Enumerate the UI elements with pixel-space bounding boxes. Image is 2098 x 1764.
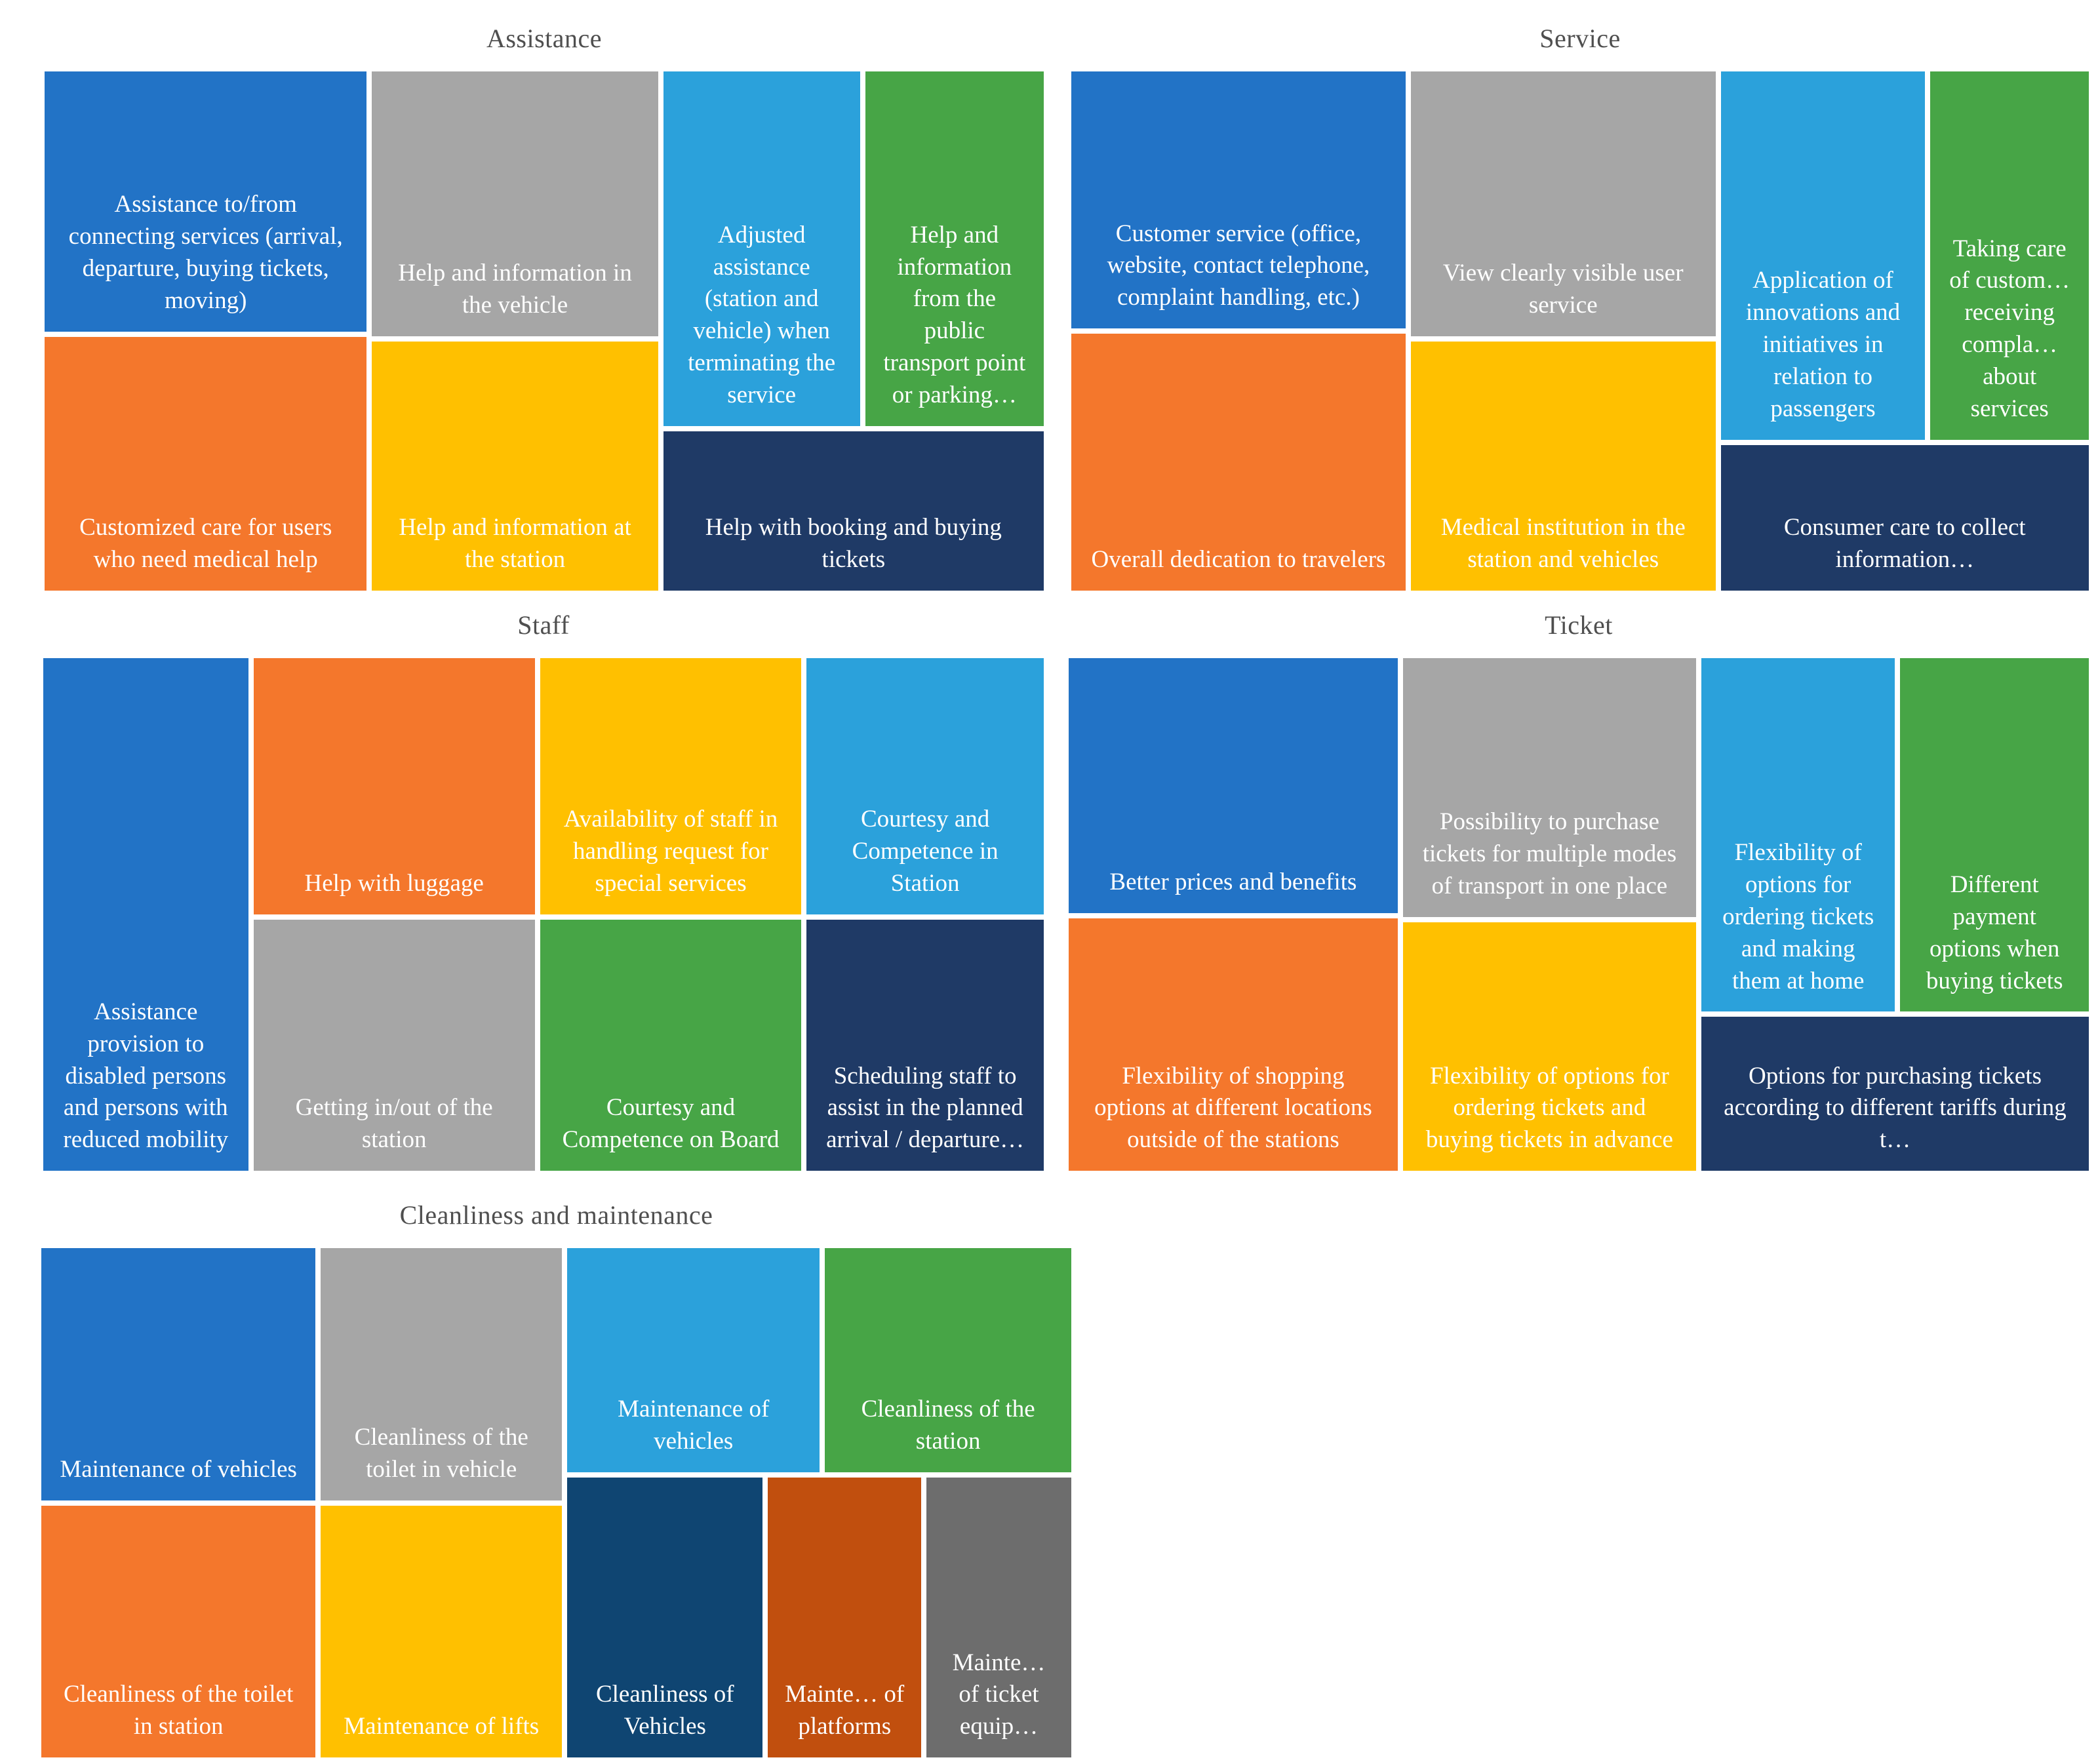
- treemap-tile: Scheduling staff to assist in the planne…: [804, 916, 1046, 1173]
- treemap-cleanliness-and-maintenance: Cleanliness and maintenance Maintenance …: [39, 1201, 1074, 1760]
- treemap-tile: Better prices and benefits: [1066, 656, 1400, 916]
- treemap-tile: Options for purchasing tickets according…: [1698, 1014, 2091, 1173]
- tile-label: Help and information from the public tra…: [883, 221, 1026, 408]
- tile-label: Mainte… of ticket equip…: [952, 1649, 1046, 1740]
- tile-label: Flexibility of options for ordering tick…: [1722, 839, 1874, 994]
- tile-label: Medical institution in the station and v…: [1440, 514, 1686, 574]
- tile-label: Overall dedication to travelers: [1091, 546, 1386, 574]
- treemap-tile: Overall dedication to travelers: [1069, 331, 1408, 593]
- tile-label: Application of innovations and initiativ…: [1745, 267, 1901, 422]
- treemap-tile: Maintenance of vehicles: [564, 1245, 823, 1476]
- tile-label: Cleanliness of the station: [861, 1396, 1035, 1455]
- treemap-tile: Adjusted assistance (station and vehicle…: [660, 69, 863, 429]
- treemap-staff: Staff Assistance provision to disabled p…: [41, 611, 1046, 1173]
- tile-label: Taking care of custom… receiving compla……: [1949, 235, 2070, 422]
- tile-label: Better prices and benefits: [1109, 868, 1357, 895]
- treemap-tile: View clearly visible user service: [1408, 69, 1718, 339]
- tile-label: Assistance provision to disabled persons…: [63, 998, 229, 1154]
- tile-label: Help and information at the station: [399, 514, 631, 574]
- tile-label: Help and information in the vehicle: [398, 260, 632, 319]
- tile-label: Cleanliness of Vehicles: [595, 1681, 734, 1740]
- treemap-service: Service Customer service (office, websit…: [1069, 24, 2091, 593]
- treemap-tile: Flexibility of options for ordering tick…: [1698, 656, 1898, 1015]
- treemap-tile: Cleanliness of the station: [822, 1245, 1074, 1476]
- tile-label: Assistance to/from connecting services (…: [68, 191, 343, 314]
- tile-label: Consumer care to collect information…: [1783, 514, 2026, 574]
- treemap-tile: Consumer care to collect information…: [1718, 442, 2091, 593]
- treemap-tile: Different payment options when buying ti…: [1897, 656, 2091, 1015]
- tile-label: Courtesy and Competence on Board: [562, 1094, 780, 1154]
- treemap-tiles: Assistance to/from connecting services (…: [42, 69, 1046, 593]
- treemap-tile: Customer service (office, website, conta…: [1069, 69, 1408, 331]
- treemap-tile: Courtesy and Competence on Board: [537, 916, 804, 1173]
- treemap-tile: Help and information from the public tra…: [862, 69, 1046, 429]
- treemap-tile: Mainte… of ticket equip…: [924, 1475, 1074, 1760]
- tile-label: Availability of staff in handling reques…: [563, 806, 778, 897]
- treemap-tile: Cleanliness of the toilet in station: [39, 1502, 319, 1760]
- treemap-tile: Cleanliness of the toilet in vehicle: [318, 1245, 565, 1503]
- tile-label: Flexibility of options for ordering tick…: [1425, 1062, 1673, 1154]
- tile-label: Cleanliness of the toilet in vehicle: [354, 1423, 528, 1483]
- treemap-tiles: Assistance provision to disabled persons…: [41, 656, 1046, 1173]
- treemap-tile: Availability of staff in handling reques…: [537, 656, 804, 917]
- treemap-tile: Flexibility of shopping options at diffe…: [1066, 915, 1400, 1173]
- tile-label: Customized care for users who need medic…: [79, 514, 332, 574]
- treemap-tile: Getting in/out of the station: [250, 916, 538, 1173]
- treemap-tile: Taking care of custom… receiving compla……: [1928, 69, 2091, 442]
- treemap-tile: Maintenance of vehicles: [39, 1245, 319, 1503]
- treemap-tile: Help and information at the station: [369, 339, 661, 593]
- tile-label: Flexibility of shopping options at diffe…: [1094, 1062, 1372, 1154]
- tile-label: Scheduling staff to assist in the planne…: [826, 1062, 1025, 1154]
- tile-label: Maintenance of lifts: [344, 1713, 540, 1740]
- treemap-tiles: Maintenance of vehicles Cleanliness of t…: [39, 1245, 1074, 1760]
- tile-label: Different payment options when buying ti…: [1926, 871, 2063, 994]
- chart-title: Service: [1539, 24, 1621, 53]
- treemap-tile: Maintenance of lifts: [318, 1502, 565, 1760]
- treemap-tiles: Better prices and benefits Flexibility o…: [1066, 656, 2091, 1173]
- tile-label: Getting in/out of the station: [295, 1094, 493, 1154]
- treemap-tile: Courtesy and Competence in Station: [804, 656, 1046, 917]
- treemap-tile: Assistance to/from connecting services (…: [42, 69, 370, 334]
- treemap-tile: Cleanliness of Vehicles: [564, 1475, 766, 1760]
- treemap-tile: Possibility to purchase tickets for mult…: [1400, 656, 1699, 920]
- chart-title: Assistance: [486, 24, 603, 53]
- tile-label: Cleanliness of the toilet in station: [63, 1681, 294, 1740]
- tile-label: Customer service (office, website, conta…: [1107, 220, 1370, 311]
- tile-label: Maintenance of vehicles: [60, 1455, 297, 1483]
- treemap-tile: Help and information in the vehicle: [369, 69, 661, 339]
- treemap-tile: Medical institution in the station and v…: [1408, 339, 1718, 593]
- tile-label: Maintenance of vehicles: [618, 1396, 770, 1455]
- tile-label: Courtesy and Competence in Station: [852, 806, 999, 897]
- treemap-tile: Help with booking and buying tickets: [660, 428, 1046, 593]
- tile-label: Possibility to purchase tickets for mult…: [1422, 808, 1677, 900]
- tile-label: Help with booking and buying tickets: [705, 514, 1002, 574]
- tile-label: Help with luggage: [304, 870, 484, 897]
- treemap-tile: Flexibility of options for ordering tick…: [1400, 919, 1699, 1173]
- treemap-tile: Customized care for users who need medic…: [42, 334, 370, 593]
- chart-title: Cleanliness and maintenance: [399, 1200, 713, 1230]
- treemap-tile: Help with luggage: [250, 656, 538, 917]
- treemap-tiles: Customer service (office, website, conta…: [1069, 69, 2091, 593]
- tile-label: View clearly visible user service: [1442, 260, 1684, 319]
- treemap-assistance: Assistance Assistance to/from connecting…: [42, 24, 1046, 593]
- chart-title: Staff: [517, 610, 570, 640]
- chart-title: Ticket: [1545, 610, 1613, 640]
- treemap-ticket: Ticket Better prices and benefits Flexib…: [1066, 611, 2091, 1173]
- tile-label: Options for purchasing tickets according…: [1724, 1062, 2067, 1154]
- tile-label: Adjusted assistance (station and vehicle…: [688, 221, 836, 408]
- treemap-tile: Application of innovations and initiativ…: [1718, 69, 1928, 442]
- treemap-tile: Assistance provision to disabled persons…: [41, 656, 251, 1173]
- tile-label: Mainte… of platforms: [785, 1681, 905, 1740]
- treemap-tile: Mainte… of platforms: [765, 1475, 924, 1760]
